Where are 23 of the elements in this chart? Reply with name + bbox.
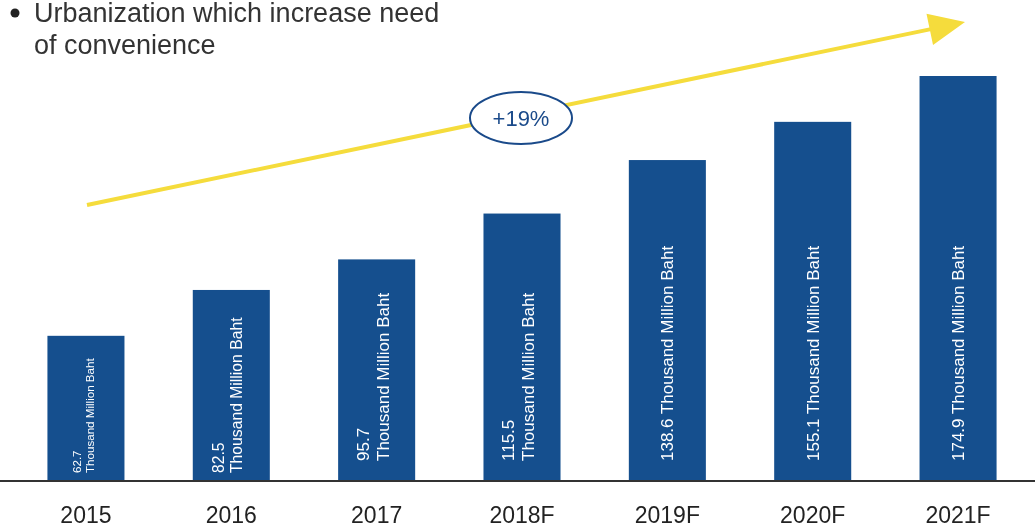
data-label: 174.9 Thousand Million Baht xyxy=(949,245,968,461)
x-tick-label: 2016 xyxy=(205,502,257,528)
x-tick-label: 2021F xyxy=(925,502,991,528)
x-tick-label: 2018F xyxy=(489,502,555,528)
x-tick-label: 2019F xyxy=(634,502,700,528)
x-tick-label: 2015 xyxy=(60,502,112,528)
data-label: 62.7 Thousand Million Baht xyxy=(69,357,97,473)
x-tick-label: 2017 xyxy=(351,502,403,528)
data-label: 115.5 Thousand Million Baht xyxy=(499,292,538,461)
bar xyxy=(47,335,125,481)
bar xyxy=(192,289,270,481)
bar xyxy=(774,121,852,481)
data-label: 95.7 Thousand Million Baht xyxy=(354,292,393,461)
data-label: 138.6 Thousand Million Baht xyxy=(658,245,678,461)
bar xyxy=(483,213,561,481)
bar xyxy=(919,76,997,481)
bar xyxy=(628,160,706,481)
data-label: 155.1 Thousand Million Baht xyxy=(803,245,823,461)
x-tick-label: 2020F xyxy=(780,502,846,528)
bar xyxy=(338,259,416,481)
data-label: 82.5 Thousand Million Baht xyxy=(210,316,246,473)
annotation: +19% xyxy=(492,106,550,131)
text: Urbanization which increase need of convenience xyxy=(34,0,440,60)
